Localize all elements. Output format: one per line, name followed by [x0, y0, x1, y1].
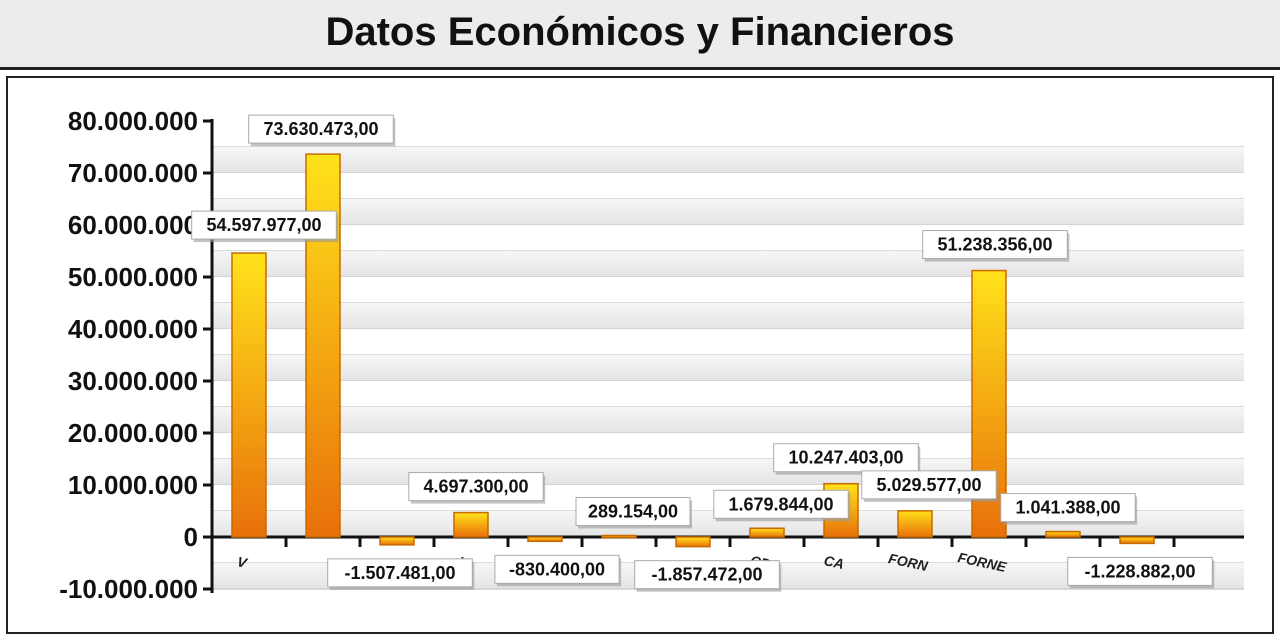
- bar: [1045, 530, 1081, 538]
- data-label-text: 54.597.977,00: [206, 215, 321, 235]
- y-tick-label: 60.000.000: [68, 210, 198, 240]
- grid-band: [212, 173, 1244, 199]
- grid-band: [212, 251, 1244, 277]
- data-label-text: 1.679.844,00: [728, 494, 833, 514]
- data-label: -1.507.481,00: [327, 558, 475, 590]
- bar: [379, 536, 415, 546]
- bar: [675, 536, 711, 548]
- data-label: 289.154,00: [575, 496, 692, 529]
- data-label-text: 5.029.577,00: [876, 475, 981, 495]
- data-label: -830.400,00: [494, 554, 622, 587]
- data-label: 1.679.844,00: [713, 489, 851, 522]
- y-tick-label: 20.000.000: [68, 418, 198, 448]
- grid-band: [212, 407, 1244, 433]
- data-label-box: [773, 443, 919, 473]
- y-tick-label: 50.000.000: [68, 262, 198, 292]
- bar: [749, 527, 785, 538]
- data-label-box: [494, 554, 620, 584]
- data-label: 10.247.403,00: [773, 443, 921, 475]
- data-label-box: [408, 472, 544, 502]
- data-label-box: [713, 489, 849, 519]
- data-label-text: -1.228.882,00: [1084, 561, 1195, 581]
- y-tick-label: 0: [184, 522, 198, 552]
- data-label-text: 51.238.356,00: [937, 235, 1052, 255]
- bar: [231, 252, 267, 538]
- data-label-box: [1067, 556, 1213, 586]
- grid-band: [212, 303, 1244, 329]
- data-label: 73.630.473,00: [248, 114, 396, 147]
- data-label-box: [922, 230, 1068, 260]
- grid-band: [212, 225, 1244, 251]
- data-label-box: [634, 560, 780, 590]
- data-label-text: 289.154,00: [588, 501, 678, 521]
- x-tick-label: CA: [822, 552, 845, 572]
- data-label-box: [1000, 493, 1136, 523]
- data-label-text: 1.041.388,00: [1015, 498, 1120, 518]
- data-label-text: 73.630.473,00: [263, 119, 378, 139]
- y-tick-label: 80.000.000: [68, 106, 198, 136]
- data-label-text: 4.697.300,00: [423, 477, 528, 497]
- bar: [601, 534, 637, 539]
- chart-title: Datos Económicos y Financieros: [325, 10, 955, 54]
- data-label-box: [327, 558, 473, 588]
- grid-band: [212, 277, 1244, 303]
- grid-band: [212, 147, 1244, 173]
- bar: [1119, 536, 1155, 545]
- y-tick-label: 40.000.000: [68, 314, 198, 344]
- data-label: 51.238.356,00: [922, 230, 1070, 262]
- bar: [453, 511, 489, 538]
- y-tick-label: 70.000.000: [68, 158, 198, 188]
- data-label: 1.041.388,00: [1000, 493, 1138, 525]
- data-label-text: -1.857.472,00: [651, 565, 762, 585]
- data-label: -1.228.882,00: [1067, 556, 1215, 589]
- title-bar: Datos Económicos y Financieros: [0, 0, 1280, 70]
- y-tick-label: -10.000.000: [59, 574, 198, 604]
- bar: [897, 510, 933, 538]
- data-label-text: -830.400,00: [509, 559, 605, 579]
- y-tick-label: 10.000.000: [68, 470, 198, 500]
- data-label-box: [248, 114, 394, 144]
- grid-band: [212, 355, 1244, 381]
- data-label: 4.697.300,00: [408, 472, 546, 504]
- data-label-text: 10.247.403,00: [788, 448, 903, 468]
- data-label: 5.029.577,00: [861, 470, 999, 502]
- grid-band: [212, 433, 1244, 459]
- grid-band: [212, 459, 1244, 485]
- data-label-box: [191, 210, 337, 240]
- data-label-box: [575, 496, 691, 526]
- grid-band: [212, 329, 1244, 355]
- grid-band: [212, 199, 1244, 225]
- data-label: -1.857.472,00: [634, 560, 782, 592]
- data-label-box: [861, 470, 997, 500]
- data-label-text: -1.507.481,00: [344, 563, 455, 583]
- data-label: 54.597.977,00: [191, 210, 339, 243]
- bar: [527, 536, 563, 543]
- y-tick-label: 30.000.000: [68, 366, 198, 396]
- grid-band: [212, 381, 1244, 407]
- data-labels: 54.597.977,00 73.630.473,00 -1.507.481,00 4…: [191, 114, 1215, 592]
